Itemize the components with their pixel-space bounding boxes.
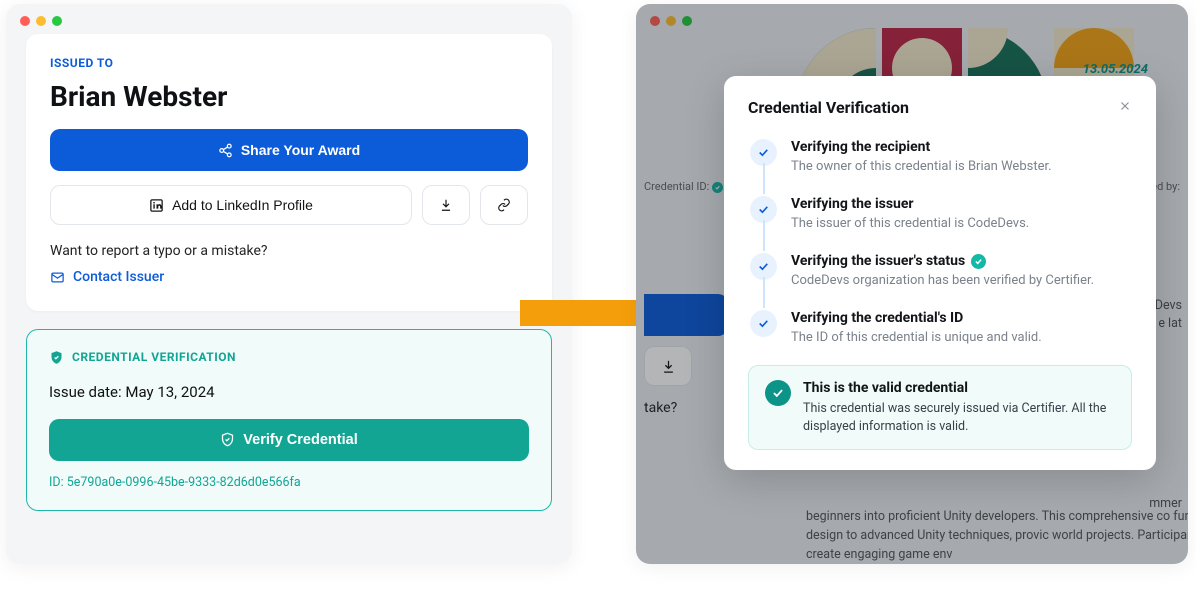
valid-body: This is the valid credential This creden…	[803, 380, 1115, 435]
minimize-dot[interactable]	[36, 16, 46, 26]
step-title: Verifying the recipient	[791, 139, 1132, 155]
issued-card: ISSUED TO Brian Webster Share Your Award…	[26, 34, 552, 311]
modal-header: Credential Verification	[748, 98, 1132, 117]
step-desc: The ID of this credential is unique and …	[791, 330, 1132, 345]
step-credential-id: Verifying the credential's ID The ID of …	[750, 304, 1132, 361]
check-icon	[757, 317, 770, 330]
link-button[interactable]	[480, 185, 528, 225]
shield-icon	[220, 432, 235, 447]
verification-title-row: CREDENTIAL VERIFICATION	[49, 350, 236, 365]
verification-modal: Credential Verification Verifying the re…	[724, 76, 1156, 470]
linkedin-icon	[149, 198, 164, 213]
maximize-dot[interactable]	[52, 16, 62, 26]
check-icon	[757, 146, 770, 159]
verification-steps: Verifying the recipient The owner of thi…	[748, 133, 1132, 361]
id-label: ID:	[49, 475, 64, 490]
mail-icon	[50, 270, 65, 285]
share-button-label: Share Your Award	[241, 142, 360, 158]
step-title: Verifying the issuer	[791, 196, 1132, 212]
verified-badge-icon	[971, 254, 986, 269]
verification-title: CREDENTIAL VERIFICATION	[72, 350, 236, 364]
window-controls	[6, 4, 572, 34]
action-row: Add to LinkedIn Profile	[50, 185, 528, 225]
step-check-icon	[750, 253, 777, 280]
report-text: Want to report a typo or a mistake?	[50, 243, 528, 259]
shield-check-icon	[49, 350, 64, 365]
step-desc: The issuer of this credential is CodeDev…	[791, 216, 1132, 231]
step-recipient: Verifying the recipient The owner of thi…	[750, 133, 1132, 190]
recipient-name: Brian Webster	[50, 80, 528, 113]
issue-date-row: Issue date: May 13, 2024	[49, 383, 529, 401]
id-value: 5e790a0e-0996-45be-9333-82d6d0e566fa	[67, 475, 301, 490]
verification-card: CREDENTIAL VERIFICATION Issue date: May …	[26, 329, 552, 511]
share-award-button[interactable]: Share Your Award	[50, 129, 528, 171]
credential-id-row: ID: 5e790a0e-0996-45be-9333-82d6d0e566fa	[49, 475, 529, 490]
link-icon	[497, 197, 511, 213]
linkedin-button-label: Add to LinkedIn Profile	[172, 197, 313, 213]
step-title-row: Verifying the issuer's status	[791, 253, 1132, 269]
issue-date-value: May 13, 2024	[125, 383, 214, 401]
step-issuer: Verifying the issuer The issuer of this …	[750, 190, 1132, 247]
close-button[interactable]	[1118, 99, 1132, 117]
contact-link-label: Contact Issuer	[73, 269, 164, 285]
step-desc: The owner of this credential is Brian We…	[791, 159, 1132, 174]
step-desc: CodeDevs organization has been verified …	[791, 273, 1132, 288]
step-issuer-status: Verifying the issuer's status CodeDevs o…	[750, 247, 1132, 304]
check-icon	[771, 386, 785, 400]
modal-title: Credential Verification	[748, 98, 909, 117]
step-check-icon	[750, 310, 777, 337]
valid-check-icon	[765, 380, 791, 406]
right-window: 13.05.2024 Credential ID: ed by: take? D…	[636, 4, 1188, 564]
left-window: ISSUED TO Brian Webster Share Your Award…	[6, 4, 572, 564]
verify-button-label: Verify Credential	[243, 432, 357, 448]
verify-credential-button[interactable]: Verify Credential	[49, 419, 529, 461]
step-title: Verifying the issuer's status	[791, 253, 965, 269]
download-icon	[439, 197, 453, 213]
step-body: Verifying the issuer's status CodeDevs o…	[791, 253, 1132, 288]
close-dot[interactable]	[20, 16, 30, 26]
linkedin-button[interactable]: Add to LinkedIn Profile	[50, 185, 412, 225]
step-body: Verifying the recipient The owner of thi…	[791, 139, 1132, 174]
share-icon	[218, 143, 233, 158]
contact-issuer-link[interactable]: Contact Issuer	[50, 269, 164, 285]
valid-title: This is the valid credential	[803, 380, 1115, 396]
step-check-icon	[750, 196, 777, 223]
check-icon	[757, 203, 770, 216]
issued-to-label: ISSUED TO	[50, 56, 528, 70]
download-button[interactable]	[422, 185, 470, 225]
valid-credential-box: This is the valid credential This creden…	[748, 365, 1132, 450]
step-body: Verifying the credential's ID The ID of …	[791, 310, 1132, 345]
step-body: Verifying the issuer The issuer of this …	[791, 196, 1132, 231]
check-icon	[974, 257, 983, 266]
step-title: Verifying the credential's ID	[791, 310, 1132, 326]
valid-desc: This credential was securely issued via …	[803, 400, 1115, 435]
step-check-icon	[750, 139, 777, 166]
issue-date-label: Issue date:	[49, 383, 122, 401]
close-icon	[1118, 99, 1132, 113]
check-icon	[757, 260, 770, 273]
